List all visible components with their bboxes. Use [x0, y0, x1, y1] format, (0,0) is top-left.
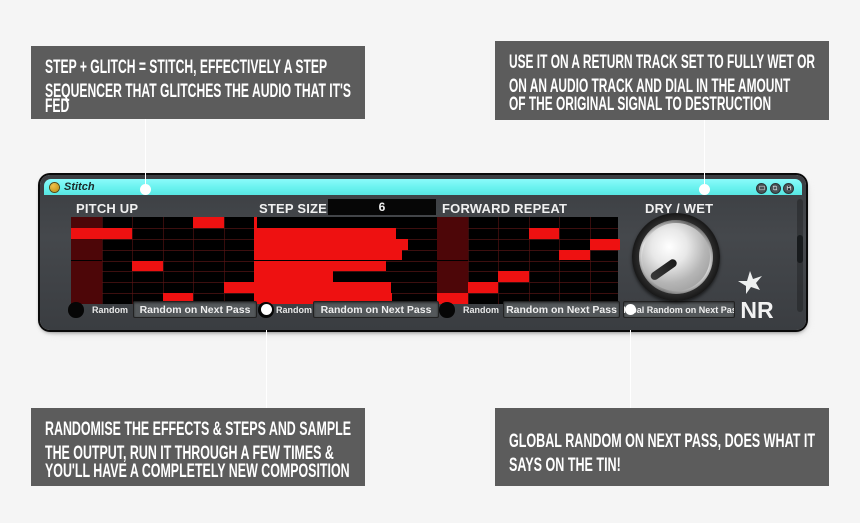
svg-text:SAYS ON THE TIN!: SAYS ON THE TIN! — [509, 455, 621, 476]
svg-text:SEQUENCER THAT GLITCHES THE AU: SEQUENCER THAT GLITCHES THE AUDIO THAT I… — [45, 81, 351, 102]
svg-text:OF THE ORIGINAL SIGNAL TO DEST: OF THE ORIGINAL SIGNAL TO DESTRUCTION — [509, 94, 771, 115]
svg-text:STEP + GLITCH = STITCH, EFFECT: STEP + GLITCH = STITCH, EFFECTIVELY A ST… — [45, 57, 327, 78]
svg-text:RANDOMISE THE EFFECTS & STEPS: RANDOMISE THE EFFECTS & STEPS AND SAMPLE — [45, 419, 351, 440]
svg-text:USE IT ON A RETURN TRACK SET T: USE IT ON A RETURN TRACK SET TO FULLY WE… — [509, 52, 815, 73]
svg-text:YOU'LL HAVE A COMPLETELY NEW C: YOU'LL HAVE A COMPLETELY NEW COMPOSITION — [45, 461, 350, 482]
svg-text:FED: FED — [45, 96, 69, 117]
svg-text:GLOBAL RANDOM ON NEXT PASS, DO: GLOBAL RANDOM ON NEXT PASS, DOES WHAT IT — [509, 431, 815, 452]
